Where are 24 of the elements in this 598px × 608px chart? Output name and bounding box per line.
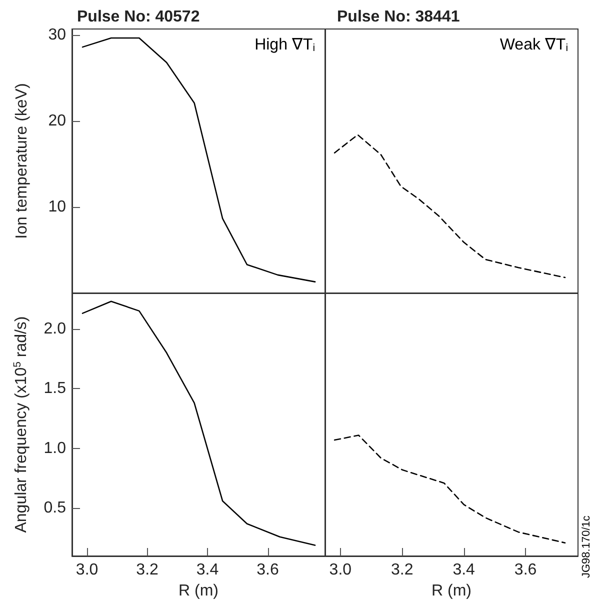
- y-tick-label: 30: [48, 26, 66, 44]
- chart-title: Pulse No: 40572: [77, 8, 200, 26]
- x-tick-label: 3.2: [391, 562, 414, 578]
- x-tick-label: 3.0: [329, 562, 352, 578]
- x-tick-label: 3.6: [256, 562, 279, 578]
- x-tick-label: 3.6: [514, 562, 537, 578]
- x-axis-title: R (m): [432, 582, 472, 600]
- x-tick-label: 3.0: [76, 562, 98, 578]
- y-tick-label: 1.0: [44, 440, 66, 457]
- text: JG98.170/1c: [580, 515, 592, 578]
- y-tick-label: 20: [48, 112, 66, 130]
- x-axis-title: R (m): [178, 582, 218, 600]
- y-tick-label: 2.0: [44, 320, 66, 338]
- line-series: [82, 300, 316, 546]
- chart-title: Pulse No: 38441: [337, 8, 460, 26]
- y-tick-label: 10: [48, 198, 66, 216]
- y-axis-title: Angular frequency (x105 rad/s): [12, 316, 30, 533]
- y-tick-label: 0.5: [44, 500, 66, 517]
- x-tick-label: 3.4: [452, 562, 476, 578]
- y-axis-title: Ion temperature (keV): [14, 83, 30, 239]
- x-tick-label: 3.4: [196, 562, 219, 578]
- y-tick-label: 1.5: [44, 380, 66, 398]
- line-series: [82, 37, 316, 282]
- x-tick-label: 3.2: [136, 562, 159, 578]
